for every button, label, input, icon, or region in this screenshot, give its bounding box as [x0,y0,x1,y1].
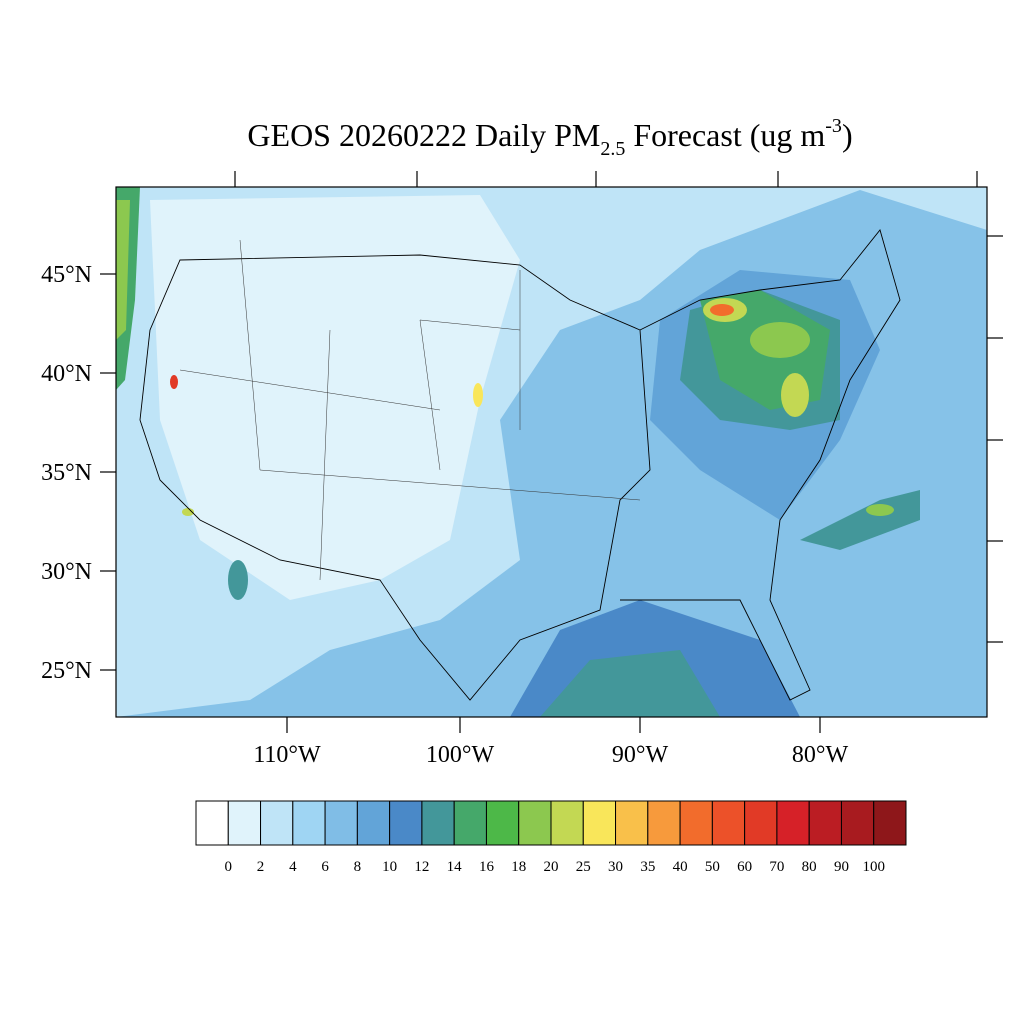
colorbar-box [711,800,746,846]
colorbar-box [808,800,842,846]
lat-label: 45°N [41,262,92,288]
lat-label: 25°N [41,658,92,684]
colorbar-box [356,800,391,846]
title-text: GEOS 20260222 Daily PM [247,117,600,153]
colorbar-label: 80 [802,859,817,875]
colorbar-label: 60 [737,859,752,875]
colorbar-box [227,800,262,846]
colorbar-label: 35 [640,859,655,875]
lon-label: 100°W [426,742,495,768]
colorbar-label: 20 [544,859,559,875]
colorbar-box [550,800,584,846]
colorbar-box [421,800,455,846]
colorbar-box [518,800,552,846]
lon-label: 80°W [792,742,849,768]
colorbar-box [679,800,713,846]
colorbar-label: 30 [608,859,623,875]
colorbar-label: 6 [321,859,329,875]
lon-label: 110°W [253,742,321,768]
title-text: Forecast (ug m [625,117,825,153]
colorbar-box [615,800,649,846]
lat-label: 35°N [41,460,92,486]
title-subscript: 2.5 [600,138,625,160]
title-superscript: -3 [825,115,842,137]
colorbar-label: 40 [673,859,688,875]
colorbar-label: 0 [225,859,233,875]
colorbar-label: 50 [705,859,720,875]
colorbar-label: 25 [576,859,591,875]
colorbar: 0 2 4 6 8 10 12 14 16 18 20 25 30 35 40 50 60 70 80 90 100 [195,800,907,875]
colorbar-box [840,800,875,846]
colorbar-label: 90 [834,859,849,875]
colorbar-box [389,800,423,846]
lat-label: 30°N [41,559,92,585]
colorbar-label: 16 [479,859,495,875]
colorbar-label: 10 [382,859,397,875]
colorbar-box [292,800,326,846]
colorbar-label: 8 [354,859,362,875]
colorbar-box [647,800,681,846]
colorbar-label: 100 [862,859,885,875]
map-field [116,187,987,717]
colorbar-box [744,800,778,846]
colorbar-label: 14 [447,859,463,875]
lon-label: 90°W [612,742,669,768]
lat-label: 40°N [41,361,92,387]
colorbar-box [485,800,520,846]
title-text: ) [842,117,853,153]
colorbar-label: 12 [414,859,429,875]
map-frame [115,186,988,718]
colorbar-label: 4 [289,859,297,875]
colorbar-label: 18 [511,859,526,875]
title: GEOS 20260222 Daily PM2.5 Forecast (ug m… [247,115,852,160]
colorbar-box [324,800,358,846]
colorbar-box [260,800,294,846]
colorbar-box [195,800,229,846]
colorbar-box [873,800,907,846]
map-ticks [100,171,1003,733]
colorbar-label: 2 [257,859,265,875]
colorbar-box [582,800,617,846]
colorbar-box [776,800,810,846]
colorbar-box [453,800,487,846]
colorbar-label: 70 [769,859,784,875]
